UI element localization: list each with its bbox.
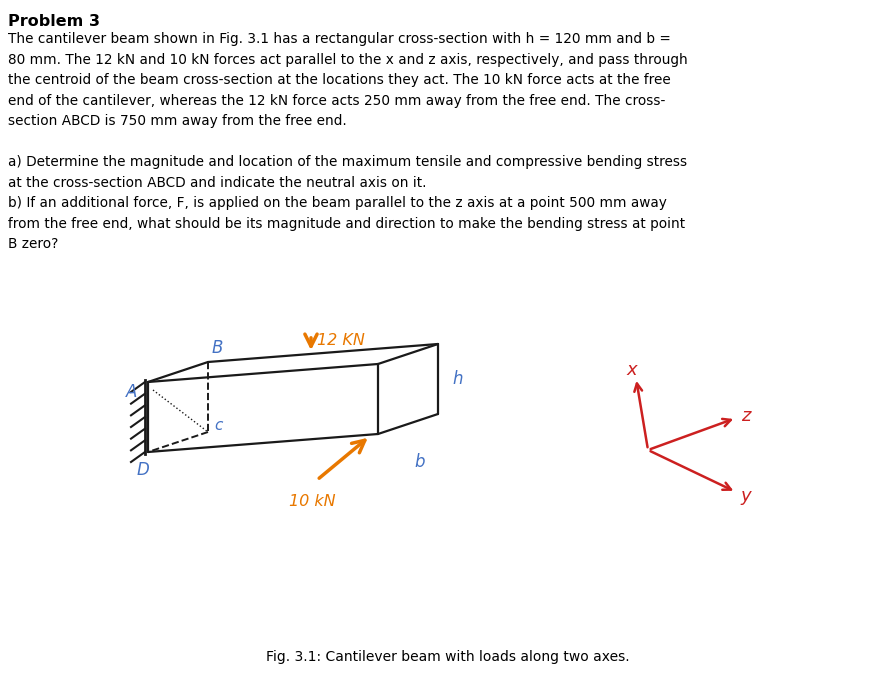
Text: Fig. 3.1: Cantilever beam with loads along two axes.: Fig. 3.1: Cantilever beam with loads alo… (266, 650, 630, 664)
Text: h: h (452, 370, 462, 388)
Text: 10 kN: 10 kN (289, 494, 335, 509)
Text: a) Determine the magnitude and location of the maximum tensile and compressive b: a) Determine the magnitude and location … (8, 155, 687, 251)
Text: D: D (136, 461, 150, 479)
Text: Problem 3: Problem 3 (8, 14, 100, 29)
Text: 12 KN: 12 KN (317, 333, 365, 348)
Text: y: y (741, 487, 752, 505)
Text: A: A (126, 383, 138, 401)
Text: The cantilever beam shown in Fig. 3.1 has a rectangular cross-section with h = 1: The cantilever beam shown in Fig. 3.1 ha… (8, 32, 688, 128)
Text: c: c (214, 418, 222, 433)
Text: b: b (415, 453, 426, 471)
Text: B: B (212, 339, 223, 357)
Text: x: x (626, 361, 637, 379)
Text: z: z (741, 407, 751, 425)
